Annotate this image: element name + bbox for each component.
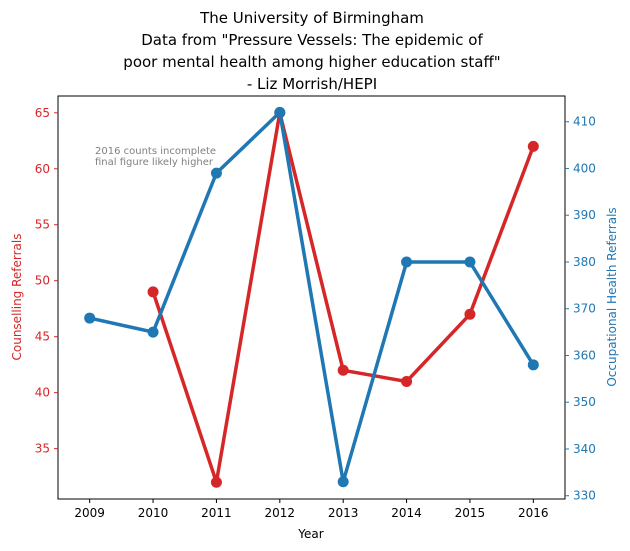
counselling-point xyxy=(464,308,476,320)
y-right-tick-label: 330 xyxy=(573,489,596,503)
y-right-tick-label: 380 xyxy=(573,255,596,269)
x-axis-label: Year xyxy=(297,527,323,541)
y-left-tick-label: 45 xyxy=(35,330,50,344)
counselling-point xyxy=(210,476,222,488)
occupational-health-point xyxy=(147,326,159,338)
y-right-tick-label: 370 xyxy=(573,302,596,316)
annotation-line-1: 2016 counts incomplete xyxy=(95,146,216,157)
occupational-health-point xyxy=(274,106,286,118)
x-tick-label: 2015 xyxy=(455,506,486,520)
y-axis-left-label: Counselling Referrals xyxy=(10,234,24,361)
y-left-tick-label: 50 xyxy=(35,274,50,288)
x-tick-label: 2016 xyxy=(518,506,549,520)
y-right-tick-label: 340 xyxy=(573,442,596,456)
y-right-tick-label: 360 xyxy=(573,348,596,362)
chart-title: The University of Birmingham Data from "… xyxy=(123,9,500,93)
counselling-point xyxy=(527,140,539,152)
y-right-tick-label: 350 xyxy=(573,395,596,409)
counselling-series-line xyxy=(151,111,535,484)
occupational-health-point xyxy=(210,167,222,179)
occupational-health-point xyxy=(401,256,413,268)
y-axis-right-label: Occupational Health Referrals xyxy=(605,207,619,386)
y-right-tick-label: 390 xyxy=(573,208,596,222)
y-left-tick-label: 35 xyxy=(35,442,50,456)
title-line-1: The University of Birmingham xyxy=(199,9,424,27)
y-axis-right: 330 340 350 360 370 380 390 400 410 xyxy=(565,115,596,503)
x-axis: 2009 2010 2011 2012 2013 2014 2015 2016 xyxy=(74,499,549,520)
occupational-health-point xyxy=(84,312,96,324)
counselling-point xyxy=(337,364,349,376)
y-left-tick-label: 40 xyxy=(35,386,50,400)
occupational-health-series-line xyxy=(89,110,535,484)
x-tick-label: 2012 xyxy=(265,506,296,520)
title-line-3: poor mental health among higher educatio… xyxy=(123,53,500,71)
y-left-tick-label: 60 xyxy=(35,162,50,176)
y-axis-left: 35 40 45 50 55 60 65 xyxy=(35,106,58,456)
occupational-health-point xyxy=(337,476,349,488)
x-tick-label: 2010 xyxy=(138,506,169,520)
y-left-tick-label: 65 xyxy=(35,106,50,120)
occupational-health-point xyxy=(527,359,539,371)
annotation-line-2: final figure likely higher xyxy=(95,157,214,168)
y-right-tick-label: 410 xyxy=(573,115,596,129)
counselling-point xyxy=(401,375,413,387)
x-tick-label: 2013 xyxy=(328,506,359,520)
x-tick-label: 2011 xyxy=(201,506,232,520)
y-right-tick-label: 400 xyxy=(573,161,596,175)
x-tick-label: 2014 xyxy=(391,506,422,520)
title-line-2: Data from "Pressure Vessels: The epidemi… xyxy=(141,31,483,49)
title-line-4: - Liz Morrish/HEPI xyxy=(247,75,377,93)
x-tick-label: 2009 xyxy=(74,506,105,520)
occupational-health-point xyxy=(464,256,476,268)
annotation: 2016 counts incomplete final figure like… xyxy=(95,146,216,168)
series-layer xyxy=(84,106,539,488)
y-left-tick-label: 55 xyxy=(35,218,50,232)
plot-frame xyxy=(57,95,566,500)
counselling-point xyxy=(147,286,159,298)
